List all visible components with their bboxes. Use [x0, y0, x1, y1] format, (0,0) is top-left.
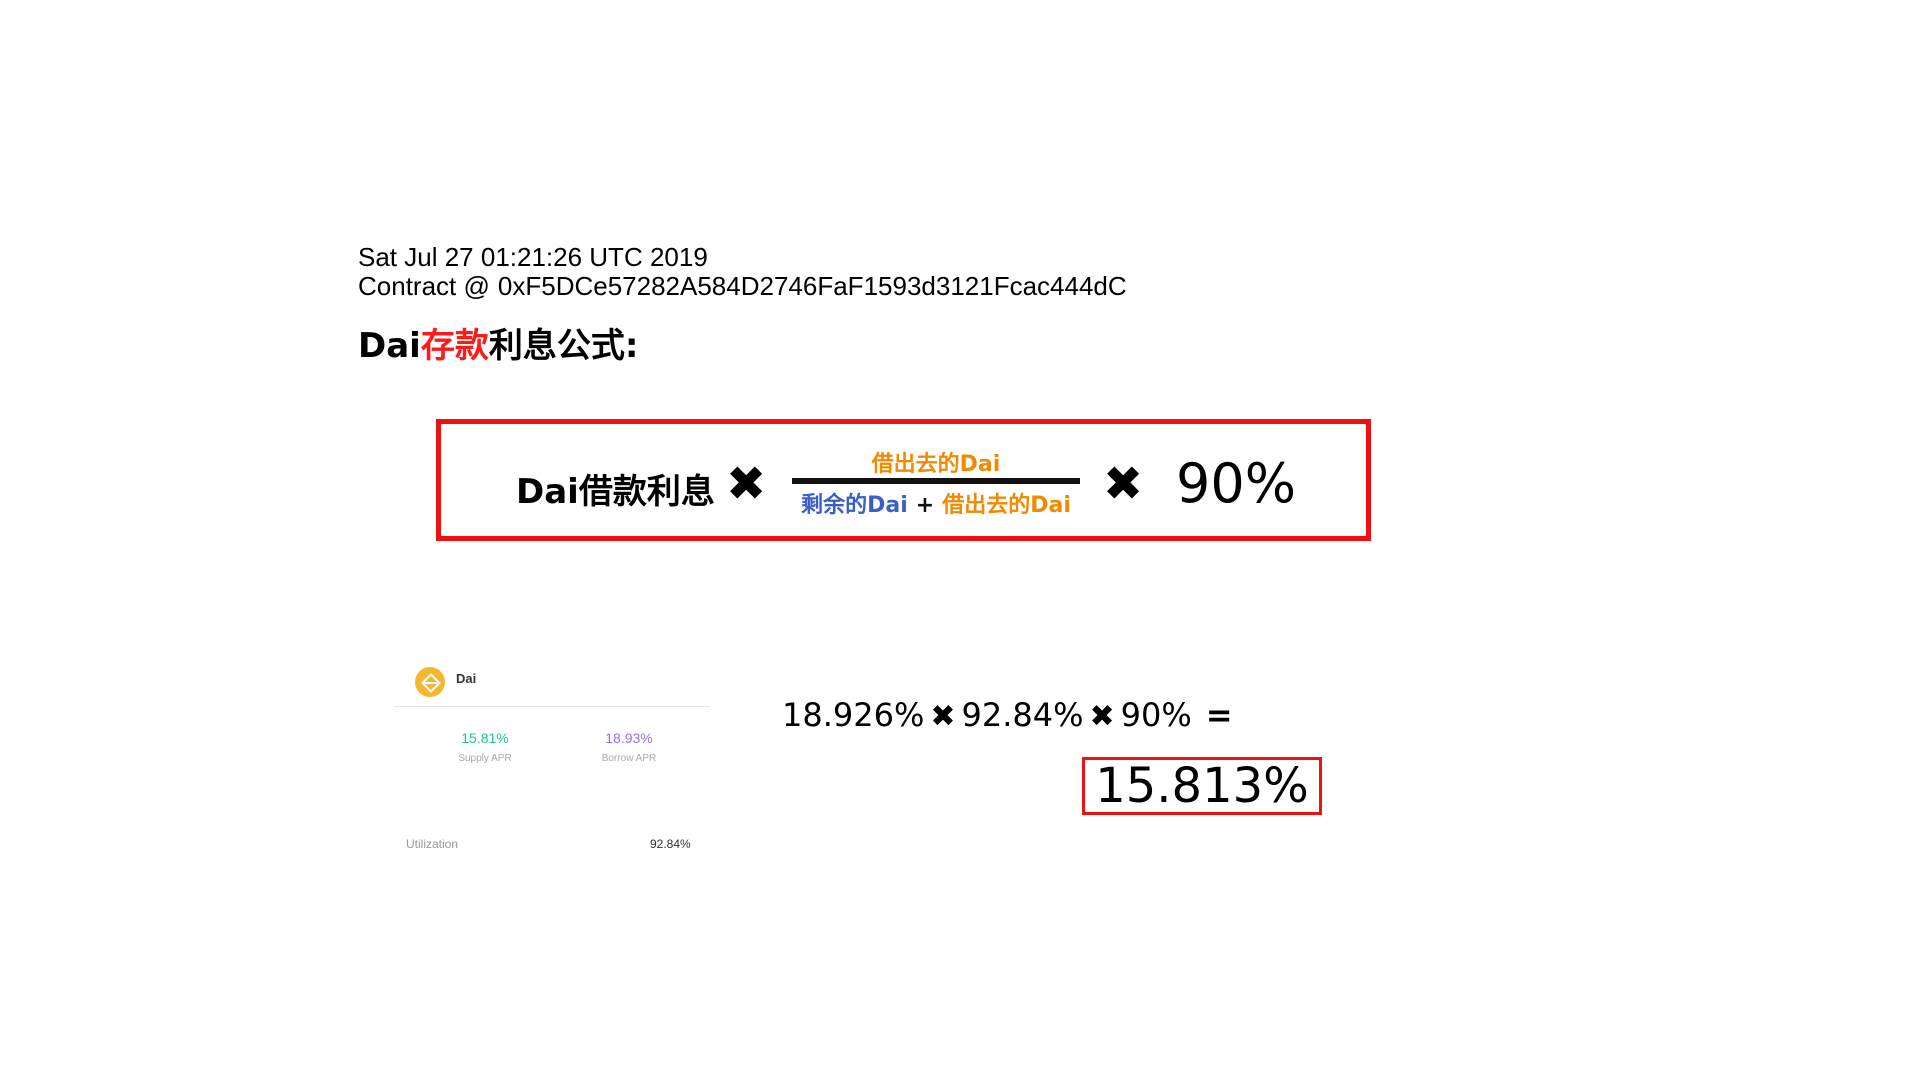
- contract-address: 0xF5DCe57282A584D2746FaF1593d3121Fcac444…: [497, 271, 1127, 301]
- utilization-label: Utilization: [406, 837, 459, 851]
- contract-label: Contract @: [358, 271, 490, 301]
- asset-name: Dai: [456, 671, 477, 686]
- formula-box: [436, 419, 1371, 541]
- supply-apr-label: Supply APR: [458, 753, 512, 764]
- fraction-bar: [792, 478, 1080, 484]
- multiply-icon: ✖: [930, 699, 956, 734]
- title-suffix: 利息公式:: [488, 326, 639, 366]
- dai-token-icon: [415, 667, 445, 697]
- title-prefix: Dai: [358, 326, 421, 366]
- multiply-icon: ✖: [1103, 456, 1144, 512]
- fraction-numerator: 借出去的Dai: [871, 452, 1001, 477]
- utilization-value: 92.84%: [650, 837, 691, 851]
- calc-term-utilization: 92.84%: [961, 696, 1084, 734]
- equals-sign: =: [1205, 696, 1233, 734]
- contract-line: Contract @0xF5DCe57282A584D2746FaF1593d3…: [358, 271, 1127, 301]
- result-box: [1082, 757, 1322, 815]
- calc-term-factor: 90%: [1120, 696, 1192, 734]
- formula-factor: 90%: [1176, 452, 1297, 515]
- plus-sign: +: [915, 493, 935, 518]
- calc-term-borrow-apr: 18.926%: [782, 696, 925, 734]
- multiply-icon: ✖: [1089, 699, 1115, 734]
- multiply-icon: ✖: [726, 456, 767, 512]
- formula-borrow-rate-term: Dai借款利息: [516, 472, 715, 512]
- page-title: Dai存款利息公式:: [358, 318, 638, 367]
- borrow-apr-value: 18.93%: [605, 730, 653, 746]
- card-divider: [394, 706, 710, 707]
- borrow-apr-label: Borrow APR: [601, 753, 657, 764]
- fraction-denominator: 剩余的Dai + 借出去的Dai: [792, 487, 1080, 519]
- timestamp: Sat Jul 27 01:21:26 UTC 2019: [358, 242, 708, 272]
- result-value: 15.813%: [1095, 758, 1309, 814]
- supply-apr-value: 15.81%: [461, 730, 509, 746]
- denominator-remaining: 剩余的Dai: [801, 493, 908, 518]
- calculation-line: 18.926% ✖ 92.84% ✖ 90% =: [782, 696, 1233, 734]
- denominator-lent: 借出去的Dai: [942, 493, 1071, 518]
- title-highlight: 存款: [420, 326, 489, 366]
